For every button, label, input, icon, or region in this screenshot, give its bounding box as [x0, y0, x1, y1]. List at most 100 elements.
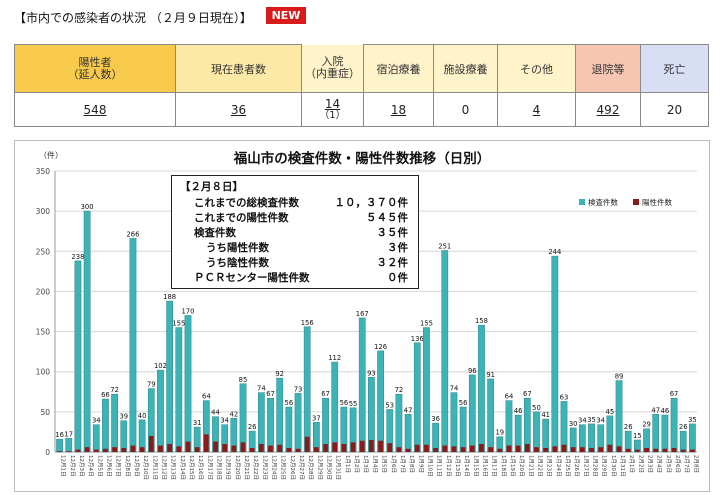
positive-bar	[304, 436, 310, 452]
positive-bar	[148, 435, 154, 452]
x-tick-label: 12月3日	[78, 455, 85, 477]
positive-bar	[341, 443, 347, 452]
info-row: うち陰性件数 ３２件	[206, 257, 408, 269]
positive-bar	[534, 447, 539, 452]
positive-bar	[396, 447, 402, 452]
test-bar	[459, 406, 467, 453]
x-tick-label: 12月1日	[60, 455, 67, 477]
info-row: ＰＣＲセンター陽性件数 ０件	[194, 272, 408, 284]
data-label: 45	[606, 408, 615, 416]
y-tick-label: 150	[36, 328, 51, 337]
positive-bar	[387, 443, 393, 452]
positive-bar	[616, 446, 622, 452]
x-tick-label: 12月15日	[188, 455, 195, 480]
positive-bar	[451, 446, 457, 452]
data-label: 47	[404, 406, 413, 414]
discharged-value[interactable]: 492	[575, 92, 641, 127]
test-bar	[478, 324, 485, 453]
data-label: 55	[349, 400, 358, 408]
x-tick-label: 1月15日	[472, 455, 479, 477]
data-label: 63	[560, 393, 569, 401]
data-label: 39	[119, 413, 128, 421]
x-tick-label: 1月10日	[426, 455, 433, 477]
x-tick-label: 12月20日	[234, 455, 241, 480]
positive-bar	[433, 447, 438, 452]
positive-bar	[570, 447, 576, 452]
facility-value: 0	[433, 92, 498, 127]
x-tick-label: 1月18日	[500, 455, 507, 477]
positive-bar	[57, 451, 62, 452]
x-tick-label: 12月27日	[298, 455, 305, 480]
positive-bar	[185, 441, 191, 452]
x-tick-label: 1月21日	[527, 455, 534, 477]
x-tick-label: 2月5日	[665, 455, 672, 473]
x-tick-label: 1月5日	[381, 455, 388, 473]
hotel-value[interactable]: 18	[363, 92, 434, 127]
test-bar	[322, 397, 329, 453]
test-bar	[56, 438, 63, 453]
y-tick-label: 0	[45, 448, 50, 457]
test-bar	[65, 438, 73, 453]
x-tick-label: 1月24日	[555, 455, 562, 477]
data-label: 15	[633, 432, 642, 440]
x-tick-label: 1月23日	[546, 455, 553, 477]
test-bar	[441, 250, 449, 453]
x-tick-label: 1月17日	[491, 455, 498, 477]
x-tick-label: 1月11日	[436, 455, 443, 477]
data-label: 17	[64, 430, 73, 438]
hospital-header: 入院 （内重症）	[301, 44, 364, 93]
data-label: 67	[523, 390, 532, 398]
positive-bar	[103, 448, 108, 452]
data-label: 47	[651, 406, 660, 414]
x-tick-label: 12月22日	[252, 455, 259, 480]
positive-bar	[158, 445, 163, 452]
x-tick-label: 1月26日	[573, 455, 580, 477]
data-label: 50	[532, 404, 541, 412]
current-value[interactable]: 36	[175, 92, 302, 127]
x-tick-label: 12月13日	[170, 455, 177, 480]
positive-bar	[323, 443, 328, 452]
data-label: 167	[356, 310, 369, 318]
test-bar	[294, 393, 302, 453]
test-bar	[358, 317, 366, 453]
y-tick-label: 50	[40, 408, 50, 417]
data-label: 42	[230, 410, 239, 418]
positive-bar	[112, 447, 117, 452]
x-tick-label: 12月7日	[115, 455, 122, 477]
data-label: 26	[624, 423, 633, 431]
x-tick-label: 1月29日	[601, 455, 608, 477]
positive-bar	[625, 448, 631, 452]
positive-value[interactable]: 548	[14, 92, 176, 127]
test-bar	[276, 377, 284, 453]
test-bar	[413, 342, 421, 453]
hospital-value[interactable]: 14 （1）	[301, 92, 364, 127]
x-tick-label: 1月20日	[518, 455, 525, 477]
data-label: 74	[257, 385, 266, 393]
new-badge: NEW	[266, 7, 306, 24]
other-value[interactable]: 4	[497, 92, 576, 127]
y-tick-label: 100	[36, 368, 51, 377]
data-label: 29	[642, 421, 651, 429]
positive-bar	[130, 445, 136, 452]
positive-bar	[598, 447, 604, 452]
positive-bar	[240, 442, 246, 452]
y-unit-label: （件）	[39, 150, 63, 160]
x-tick-label: 12月17日	[206, 455, 213, 480]
data-label: 102	[154, 362, 167, 370]
data-label: 46	[514, 407, 523, 415]
positive-bar	[75, 449, 81, 452]
data-label: 300	[81, 203, 94, 211]
chart-container: 福山市の検査件数・陽性件数推移（日別） （件） 0 50 100 150 200 250 300…	[14, 140, 710, 492]
test-bar	[239, 383, 247, 453]
x-tick-label: 12月30日	[326, 455, 333, 480]
x-tick-label: 2月7日	[683, 455, 690, 473]
positive-bar	[479, 443, 484, 452]
positive-bar	[552, 446, 558, 452]
x-tick-label: 12月26日	[289, 455, 296, 480]
test-bar	[404, 414, 412, 453]
info-box: 【２月８日】 これまでの総検査件数 １０，３７０件 これまでの陽性件数 ５４５件…	[171, 175, 419, 289]
data-label: 251	[438, 242, 451, 250]
data-label: 74	[450, 385, 459, 393]
test-bar	[120, 420, 128, 453]
positive-bar	[469, 445, 475, 452]
